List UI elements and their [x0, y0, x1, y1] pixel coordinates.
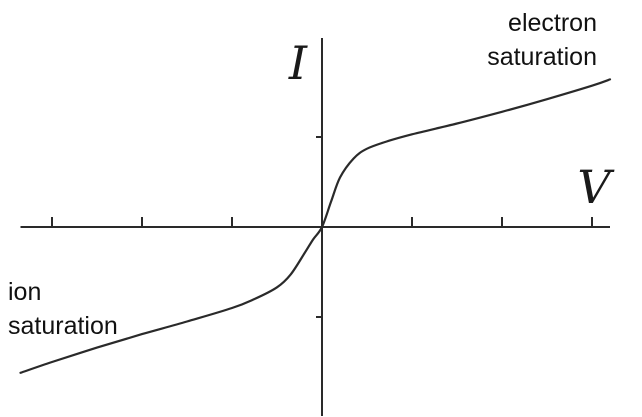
electron-saturation-label-line1: electron [508, 9, 597, 37]
electron-saturation-label-line2: saturation [487, 43, 597, 71]
iv-curve [19, 78, 612, 374]
x-axis-title: V [577, 160, 615, 214]
axis-ticks [51, 136, 593, 318]
y-axis-title: I [288, 36, 308, 90]
ion-saturation-label-line2: saturation [8, 312, 118, 340]
ion-saturation-label-line1: ion [8, 278, 41, 306]
